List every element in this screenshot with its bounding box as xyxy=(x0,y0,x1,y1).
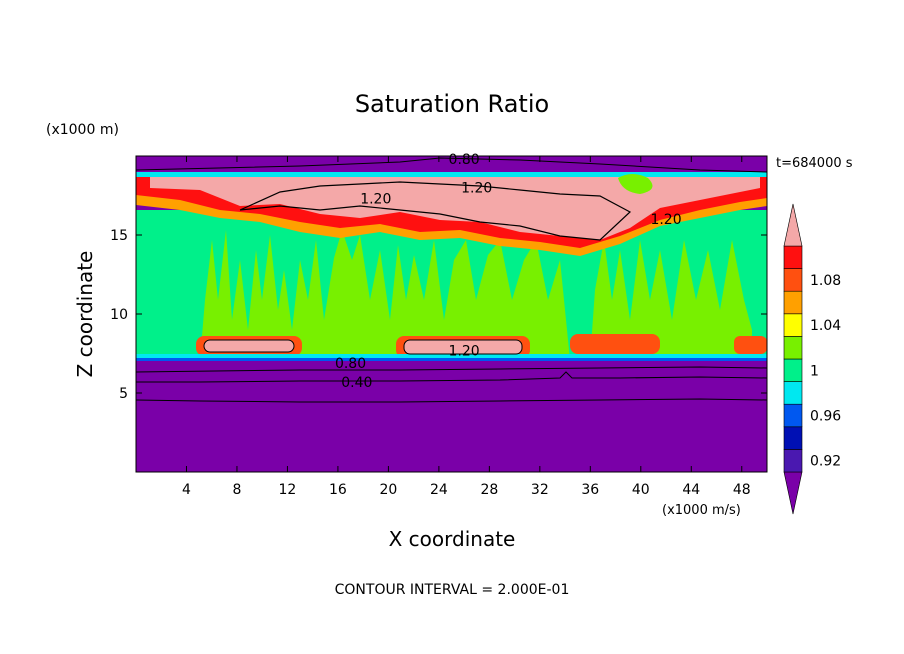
colorbar-swatch xyxy=(783,245,803,269)
contour-line-0-80-lower xyxy=(136,371,767,383)
contour-label: 0.40 xyxy=(341,375,372,391)
colorbar-swatch xyxy=(783,426,803,450)
x-tick-label: 12 xyxy=(279,482,297,498)
x-units-label: (x1000 m/s) xyxy=(662,503,741,518)
y-tick-label: 10 xyxy=(110,307,128,323)
contour-line-lower-patch-1 xyxy=(203,339,295,353)
contour-label: 1.20 xyxy=(449,343,480,359)
x-axis: 4 8 12 16 20 24 28 32 36 40 44 48 xyxy=(182,156,751,498)
lower-patch-4 xyxy=(734,336,767,354)
top-edge-cyan xyxy=(136,172,767,177)
colorbar-swatch xyxy=(783,290,803,315)
colorbar: 0.92 0.96 1 1.04 1.08 xyxy=(783,203,841,515)
colorbar-label: 1.08 xyxy=(810,273,841,289)
lower-patch-3 xyxy=(570,334,660,354)
x-tick-label: 8 xyxy=(232,482,241,498)
y-units-label: (x1000 m) xyxy=(46,122,119,138)
upper-layer-fill-pink xyxy=(150,176,760,240)
lower-patch-1-core xyxy=(204,340,294,352)
colorbar-swatch xyxy=(783,268,803,292)
x-tick-label: 4 xyxy=(182,482,191,498)
x-tick-label: 36 xyxy=(581,482,599,498)
x-tick-label: 24 xyxy=(430,482,448,498)
contour-line-top-0-80 xyxy=(136,157,767,173)
y-axis: 5 10 15 xyxy=(110,228,767,402)
y-tick-label: 15 xyxy=(110,228,128,244)
cloud-plume-fill xyxy=(200,230,570,360)
colorbar-label: 1 xyxy=(810,363,819,379)
colorbar-swatch xyxy=(783,449,803,473)
colorbar-swatch xyxy=(783,313,803,337)
upper-green-patch xyxy=(618,174,653,194)
band-cyan xyxy=(136,354,767,358)
chart-title: Saturation Ratio xyxy=(355,90,549,118)
colorbar-min-triangle xyxy=(783,471,803,515)
colorbar-label: 0.92 xyxy=(810,454,841,470)
y-axis-label: Z coordinate xyxy=(73,251,97,378)
y-tick-label: 5 xyxy=(119,386,128,402)
contour-label: 1.20 xyxy=(360,192,391,208)
x-tick-label: 32 xyxy=(531,482,549,498)
lower-patch-2-core xyxy=(404,340,522,354)
top-dry-fill xyxy=(136,156,767,172)
colorbar-swatch xyxy=(783,403,803,428)
x-tick-label: 16 xyxy=(329,482,347,498)
contour-label: 0.80 xyxy=(449,152,480,168)
contour-line-lower-2 xyxy=(136,366,767,373)
x-axis-label: X coordinate xyxy=(389,527,516,551)
colorbar-swatch xyxy=(783,381,803,405)
colorbar-max-triangle xyxy=(783,203,803,247)
contour-label: 1.20 xyxy=(461,181,492,197)
x-tick-label: 44 xyxy=(682,482,700,498)
contour-interval-label: CONTOUR INTERVAL = 2.000E-01 xyxy=(335,582,570,598)
time-label: t=684000 s xyxy=(776,156,853,171)
contour-line-lower-patch-2 xyxy=(403,339,523,355)
x-tick-label: 40 xyxy=(632,482,650,498)
colorbar-swatch xyxy=(783,358,803,382)
contour-label: 1.20 xyxy=(650,212,681,228)
contour-line-0-40 xyxy=(136,398,767,403)
plot-area xyxy=(136,156,767,472)
x-tick-label: 28 xyxy=(480,482,498,498)
colorbar-label: 1.04 xyxy=(810,318,841,334)
x-tick-label: 48 xyxy=(733,482,751,498)
contour-line-upper-1-20 xyxy=(239,181,632,241)
contour-label: 0.80 xyxy=(335,356,366,372)
band-blue xyxy=(136,358,767,361)
cloud-plume-fill-2 xyxy=(590,240,752,360)
colorbar-label: 0.96 xyxy=(810,409,841,425)
colorbar-swatch xyxy=(783,336,803,360)
x-tick-label: 20 xyxy=(379,482,397,498)
